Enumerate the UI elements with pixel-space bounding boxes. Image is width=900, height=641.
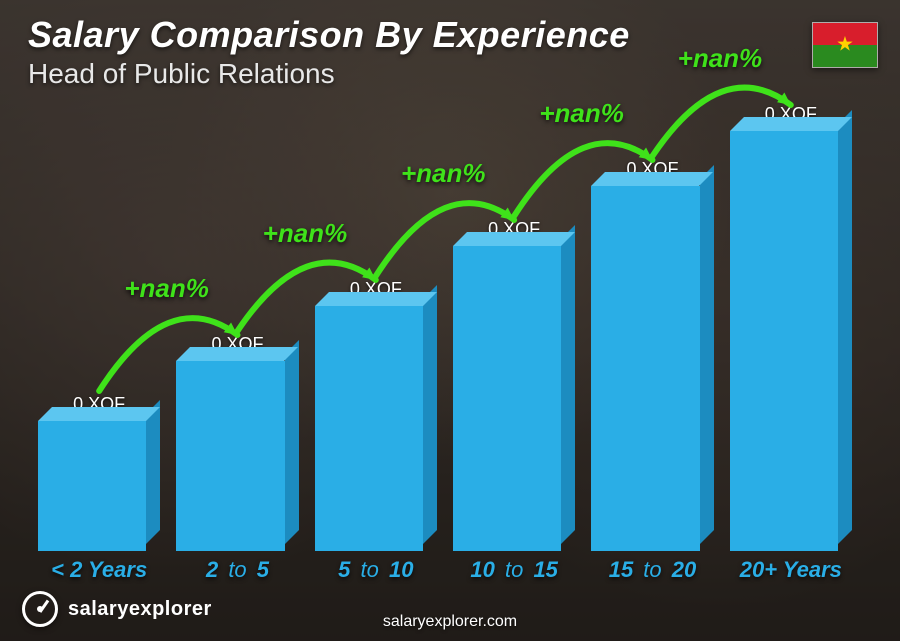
brand-text-b: explorer <box>129 598 212 620</box>
chart-title: Salary Comparison By Experience <box>28 14 630 56</box>
brand-logo: salaryexplorer <box>22 591 212 627</box>
bar-chart: 0 XOF0 XOF0 XOF0 XOF0 XOF0 XOF < 2 Years… <box>30 120 860 581</box>
flag-star-icon: ★ <box>836 35 854 55</box>
chart-subtitle: Head of Public Relations <box>28 58 335 90</box>
percent-increase-label: +nan% <box>678 43 763 74</box>
increase-arc <box>30 120 860 581</box>
country-flag-burkina-faso: ★ <box>812 22 878 68</box>
site-url: salaryexplorer.com <box>383 613 517 631</box>
gauge-icon <box>22 591 58 627</box>
brand-text-a: salary <box>68 598 129 620</box>
